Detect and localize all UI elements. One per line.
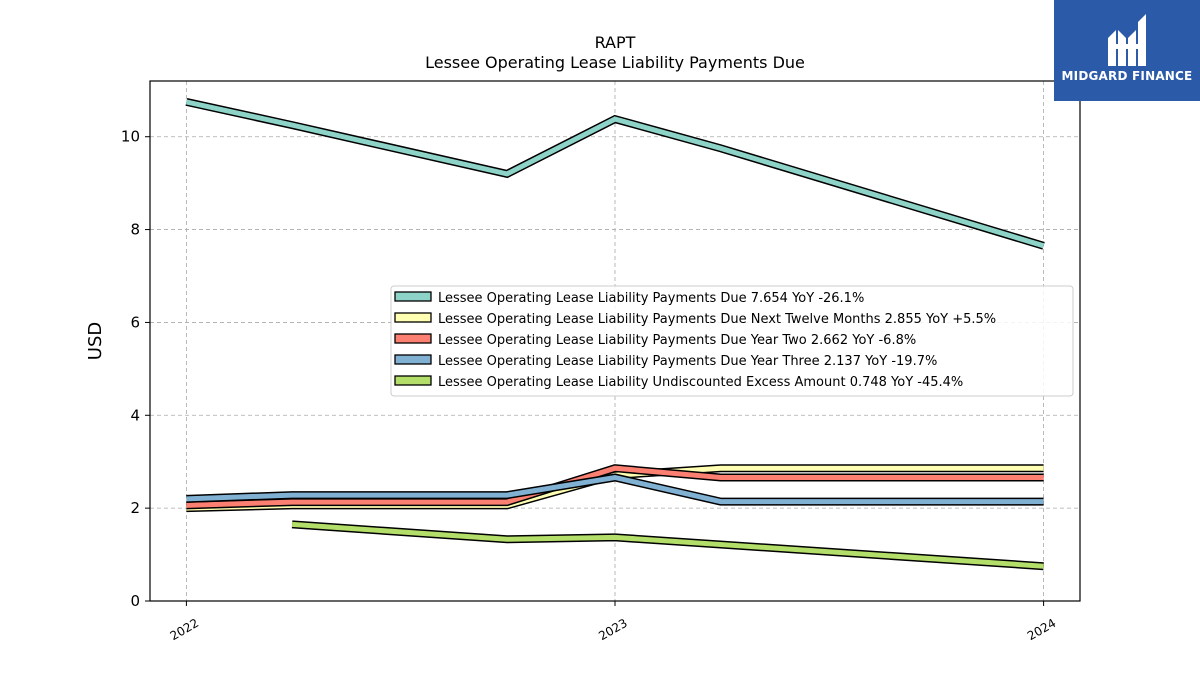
legend: Lessee Operating Lease Liability Payment…	[390, 285, 1074, 397]
y-tick-label: 8	[130, 221, 140, 239]
y-axis-label: USD	[85, 322, 106, 360]
legend-label: Lessee Operating Lease Liability Undisco…	[438, 375, 963, 390]
legend-label: Lessee Operating Lease Liability Payment…	[438, 333, 916, 348]
series-line-4	[186, 473, 1044, 506]
legend-label: Lessee Operating Lease Liability Payment…	[438, 354, 937, 369]
brand-logo: MIDGARD FINANCE	[1054, 0, 1200, 101]
legend-swatch	[394, 312, 432, 323]
series-line-1	[185, 97, 1045, 250]
x-tick-label: 2024	[1025, 616, 1058, 643]
legend-swatch	[394, 375, 432, 386]
brand-name: MIDGARD FINANCE	[1061, 69, 1193, 83]
chart-title: RAPT	[595, 33, 636, 52]
legend-swatch	[394, 354, 432, 365]
y-tick-label: 10	[121, 128, 140, 146]
series-layer	[185, 97, 1045, 571]
y-axis-ticks: 0 2 4 6 8 10	[121, 128, 150, 610]
legend-box	[390, 285, 1074, 397]
legend-label: Lessee Operating Lease Liability Payment…	[438, 291, 864, 306]
midgard-logo-icon	[1108, 14, 1146, 66]
x-tick-label: 2023	[596, 616, 629, 643]
legend-swatch	[394, 333, 432, 344]
legend-swatch	[394, 291, 432, 302]
y-tick-label: 2	[130, 499, 140, 517]
y-tick-label: 0	[130, 592, 140, 610]
y-tick-label: 4	[130, 406, 140, 424]
series-line-5	[291, 520, 1044, 571]
legend-label: Lessee Operating Lease Liability Payment…	[438, 312, 996, 327]
y-tick-label: 6	[130, 313, 140, 331]
x-tick-label: 2022	[168, 616, 201, 643]
chart-subtitle: Lessee Operating Lease Liability Payment…	[425, 53, 805, 72]
x-axis-ticks: 2022 2023 2024	[168, 601, 1058, 643]
